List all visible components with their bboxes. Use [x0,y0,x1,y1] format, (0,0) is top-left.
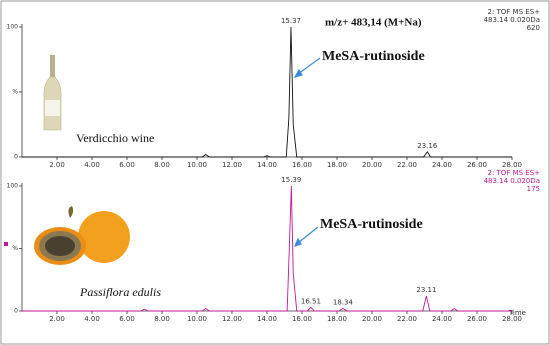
y-tick-label: % [12,89,18,96]
wine-bottle-icon [43,55,62,131]
x-tick-label: 18.00 [327,315,347,323]
x-tick-label: 16.00 [292,315,312,323]
x-tick-label: 8.00 [154,315,170,323]
sample-label: Passiflora edulis [79,285,161,299]
y-tick-label: % [12,245,18,252]
peak-label: 15.37 [281,17,301,25]
x-tick-label: 2.00 [49,161,65,169]
compound-label: MeSA-rutinoside [322,49,425,64]
x-tick-label: 14.00 [257,161,277,169]
sample-label: Verdicchio wine [76,131,154,145]
x-tick-label: 18.00 [327,161,347,169]
y-tick-label: 0 [14,154,18,161]
passion-fruit-icon [34,206,130,265]
header-line: 483.14 0.020Da [484,16,540,24]
x-axis-label: Time [508,309,526,317]
peak-label: 18.34 [333,299,354,307]
x-tick-label: 2.00 [49,315,65,323]
x-tick-label: 26.00 [467,161,487,169]
x-tick-label: 28.00 [502,315,522,323]
compound-label: MeSA-rutinoside [320,217,423,232]
peak-label: 23.16 [417,142,438,150]
header-line: 2: TOF MS ES+ [487,169,540,177]
peak-label: 15.39 [281,176,301,184]
peak-label: 16.51 [301,297,321,305]
x-tick-label: 20.00 [362,161,382,169]
x-tick-label: 24.00 [432,161,452,169]
peak-label: 23.11 [416,286,436,294]
x-tick-label: 28.00 [502,161,522,169]
y-tick-label: 100 [7,24,19,31]
x-tick-label: 16.00 [292,161,312,169]
x-tick-label: 4.00 [84,315,100,323]
header-line: 483.14 0.020Da [484,177,540,185]
x-tick-label: 10.00 [187,161,207,169]
x-tick-label: 10.00 [187,315,207,323]
x-tick-label: 20.00 [362,315,382,323]
x-tick-label: 12.00 [222,161,242,169]
header-line: 620 [527,24,540,32]
header-line: 2: TOF MS ES+ [487,8,540,16]
header-line: 175 [527,185,540,193]
x-tick-label: 26.00 [467,315,487,323]
x-tick-label: 4.00 [84,161,100,169]
marker [4,242,8,246]
x-tick-label: 14.00 [257,315,277,323]
x-tick-label: 22.00 [397,161,417,169]
y-tick-label: 100 [7,183,19,190]
x-tick-label: 24.00 [432,315,452,323]
title: m/z+ 483,14 (M+Na) [325,17,422,29]
x-tick-label: 12.00 [222,315,242,323]
chromatogram-line [22,26,512,158]
x-tick-label: 6.00 [119,161,135,169]
x-tick-label: 6.00 [119,315,135,323]
y-tick-label: 0 [14,308,18,315]
x-tick-label: 8.00 [154,161,170,169]
arrows [293,57,321,247]
chromatogram-line [22,185,512,312]
x-tick-label: 22.00 [397,315,417,323]
